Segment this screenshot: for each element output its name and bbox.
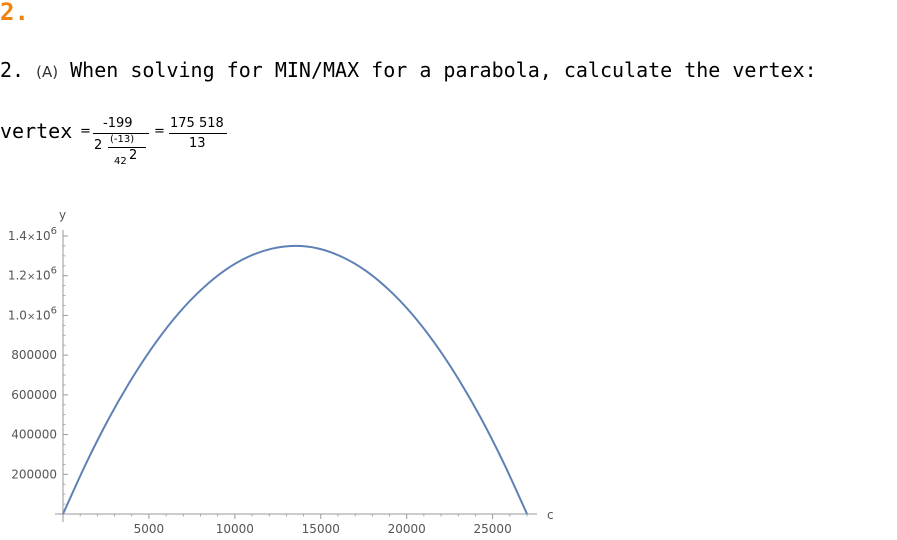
problem-statement: 2. (A) When solving for MIN/MAX for a pa… (0, 57, 817, 85)
series (62, 244, 528, 515)
equals-sign-2: = (154, 124, 165, 139)
denominator-coefficient: 2 (94, 138, 103, 153)
problem-text: When solving for MIN/MAX for a parabola,… (58, 58, 817, 82)
y-tick-label: 600000 (11, 388, 57, 402)
y-tick-label: 1.4×106 (8, 226, 57, 243)
x-tick-label: 10000 (216, 522, 254, 536)
series-line (62, 244, 528, 515)
result-fraction-bar (169, 133, 227, 134)
tick-labels: c y 5000 10000 15000 20000 25000 200000 400000 60… (8, 208, 554, 536)
inner-denominator-exponent: 2 (129, 148, 138, 163)
x-tick-label: 15000 (302, 522, 340, 536)
equals-sign: = (80, 124, 91, 139)
section-number: 2. (0, 0, 29, 26)
x-axis-label: c (547, 508, 554, 522)
y-tick-label: 1.0×106 (8, 305, 57, 322)
ticks (63, 235, 528, 519)
problem-prefix: 2. (0, 58, 37, 82)
y-tick-label: 800000 (11, 348, 57, 362)
x-tick-label: 5000 (134, 522, 165, 536)
parabola-chart: c y 5000 10000 15000 20000 25000 200000 400000 60… (8, 208, 554, 536)
x-tick-label: 20000 (388, 522, 426, 536)
y-tick-label: 200000 (11, 467, 57, 481)
result-denominator: 13 (189, 136, 206, 151)
y-axis-label: y (59, 208, 66, 222)
inner-denominator-base: 42 (114, 156, 127, 167)
y-tick-label: 1.2×106 (8, 266, 57, 283)
part-label: (A) (36, 63, 59, 81)
fraction-numerator: -199 (103, 116, 133, 131)
x-tick-label: 25000 (474, 522, 512, 536)
result-numerator: 175 518 (170, 116, 224, 131)
axes (55, 230, 537, 522)
inner-fraction-bar (108, 147, 146, 148)
main-fraction-bar (93, 133, 149, 134)
inner-numerator: (-13) (110, 134, 135, 145)
formula-lhs: vertex (0, 119, 73, 143)
y-tick-label: 400000 (11, 428, 57, 442)
